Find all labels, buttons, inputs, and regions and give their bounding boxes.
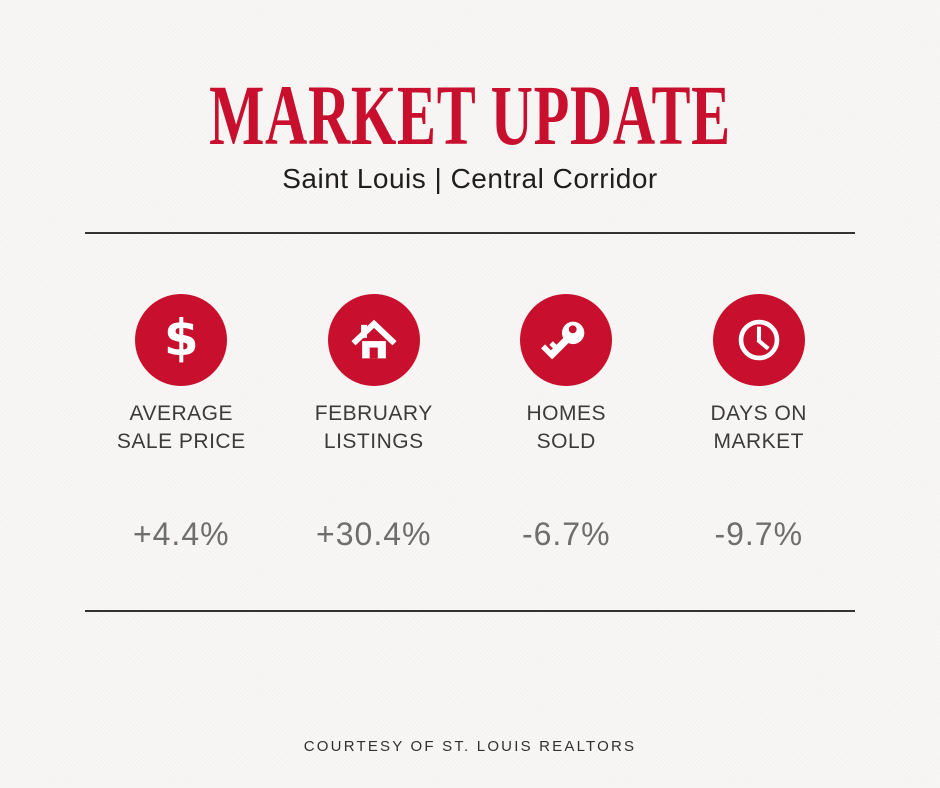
stat-label: HOMES SOLD [526,402,606,453]
stat-average-sale-price: $ AVERAGE SALE PRICE +4.4% [85,294,278,553]
stat-value: +30.4% [316,516,432,552]
stat-label: DAYS ON MARKET [710,402,807,453]
stat-days-on-market: DAYS ON MARKET -9.7% [663,294,856,553]
stat-value: +4.4% [132,516,230,552]
stat-label: FEBRUARY LISTINGS [314,402,433,453]
dollar-icon: $ [135,294,228,386]
stat-homes-sold: HOMES SOLD -6.7% [470,294,663,553]
stat-value: -9.7% [714,516,804,552]
stats-row: $ AVERAGE SALE PRICE +4.4% FEBRUARY LIST… [85,294,855,553]
stat-label: AVERAGE SALE PRICE [116,402,246,453]
page-title: MARKET UPDATE [209,67,731,163]
stat-value: -6.7% [521,516,611,552]
house-icon [327,294,420,386]
clock-icon [712,294,805,386]
key-icon [520,294,613,386]
bottom-divider [85,610,855,612]
page-subtitle: Saint Louis | Central Corridor [282,163,658,194]
stat-february-listings: FEBRUARY LISTINGS +30.4% [278,294,471,553]
top-divider [85,232,855,234]
courtesy-note: COURTESY OF ST. LOUIS REALTORS [303,738,637,755]
